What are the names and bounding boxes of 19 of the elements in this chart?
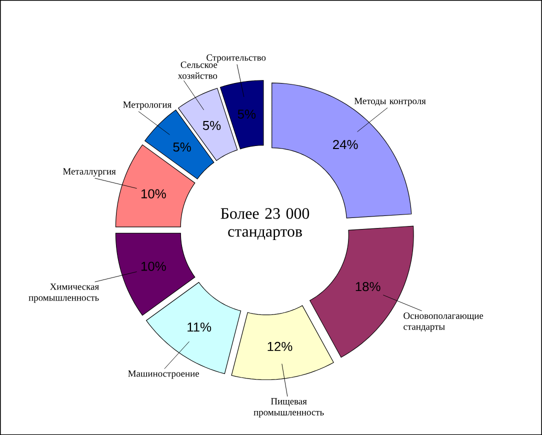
slice-label: Основополагающие стандарты: [404, 312, 484, 332]
text: Более 23 000 стандартов: [220, 208, 310, 240]
slice-label: Машиностроение: [128, 370, 199, 379]
data-label: 10%: [141, 262, 166, 271]
slice-label: Пищевая промышленность: [254, 398, 324, 418]
slice-label: Строительство: [206, 54, 266, 63]
data-label: 12%: [268, 342, 292, 351]
data-label: 11%: [188, 322, 212, 332]
data-label: 18%: [356, 282, 380, 292]
slice-label: Метрология: [123, 101, 172, 110]
slice-label: Методы контроля: [354, 98, 426, 106]
slice-label: Химическая промышленность: [28, 284, 99, 303]
slice-label: Сельское хозяйство: [178, 62, 218, 79]
slice-label: Металлургия: [63, 168, 116, 176]
data-label: 5%: [173, 142, 191, 152]
data-label: 24%: [333, 140, 358, 150]
data-label: 10%: [141, 189, 166, 198]
data-label: 5%: [202, 120, 221, 130]
data-label: 5%: [238, 110, 256, 119]
